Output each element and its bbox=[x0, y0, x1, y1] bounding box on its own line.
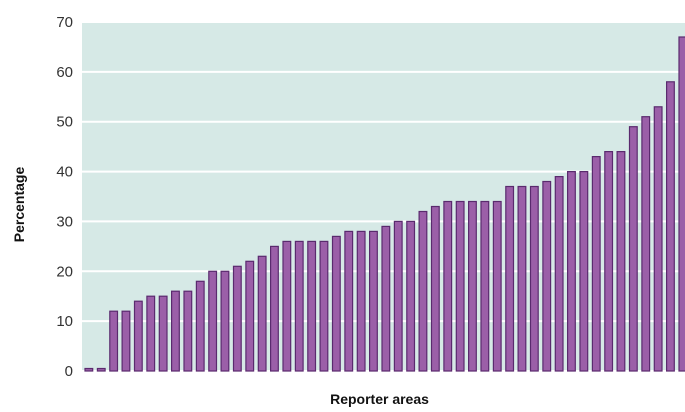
bar bbox=[369, 230, 378, 372]
bar bbox=[418, 210, 428, 372]
bar bbox=[542, 180, 552, 372]
bar bbox=[505, 185, 515, 372]
bar bbox=[678, 36, 685, 372]
bar bbox=[294, 240, 304, 372]
y-tick-label: 10 bbox=[56, 313, 73, 330]
bar bbox=[307, 240, 317, 372]
bar bbox=[381, 225, 391, 372]
bar bbox=[109, 310, 119, 372]
bar bbox=[171, 290, 180, 372]
y-tick-labels: 0 10 20 30 40 50 60 70 bbox=[56, 14, 73, 380]
bars bbox=[84, 36, 685, 372]
bar bbox=[566, 171, 576, 372]
y-tick-label: 40 bbox=[56, 164, 73, 181]
bar bbox=[319, 240, 329, 372]
bar bbox=[628, 126, 638, 372]
bar bbox=[591, 156, 601, 372]
bar bbox=[616, 151, 626, 372]
bar bbox=[579, 171, 589, 372]
bar bbox=[282, 240, 292, 372]
bar bbox=[257, 255, 267, 372]
bar bbox=[270, 245, 279, 372]
bar bbox=[517, 185, 527, 372]
bar bbox=[220, 270, 230, 372]
bar bbox=[604, 151, 614, 372]
y-tick-label: 70 bbox=[56, 14, 73, 31]
bar bbox=[183, 290, 193, 372]
bar bbox=[356, 230, 366, 372]
y-tick-label: 30 bbox=[56, 213, 73, 230]
bar bbox=[641, 116, 651, 372]
bar bbox=[529, 185, 539, 372]
bar bbox=[121, 310, 131, 372]
bar bbox=[245, 260, 255, 372]
bar bbox=[393, 220, 403, 372]
bar bbox=[665, 81, 675, 372]
bar bbox=[443, 200, 453, 372]
bar bbox=[492, 200, 502, 372]
bar bbox=[195, 280, 205, 372]
y-tick-label: 20 bbox=[56, 263, 73, 280]
bar bbox=[406, 220, 416, 372]
bar bbox=[208, 270, 218, 372]
bar bbox=[430, 205, 440, 372]
y-axis-title: Percentage bbox=[11, 167, 27, 243]
bar bbox=[232, 265, 242, 372]
x-axis-title: Reporter areas bbox=[330, 391, 429, 407]
bar bbox=[133, 300, 143, 372]
y-tick-label: 0 bbox=[65, 363, 73, 380]
bar bbox=[480, 200, 490, 372]
bar bbox=[158, 295, 168, 372]
bar bbox=[468, 200, 477, 372]
bar bbox=[84, 367, 94, 372]
bar bbox=[146, 295, 156, 372]
y-tick-label: 60 bbox=[56, 64, 73, 81]
bar bbox=[554, 176, 564, 372]
bar bbox=[653, 106, 663, 372]
bar bbox=[331, 235, 341, 372]
bar bbox=[344, 230, 354, 372]
bar bbox=[455, 200, 465, 372]
bar bbox=[96, 367, 106, 372]
y-tick-label: 50 bbox=[56, 114, 73, 131]
